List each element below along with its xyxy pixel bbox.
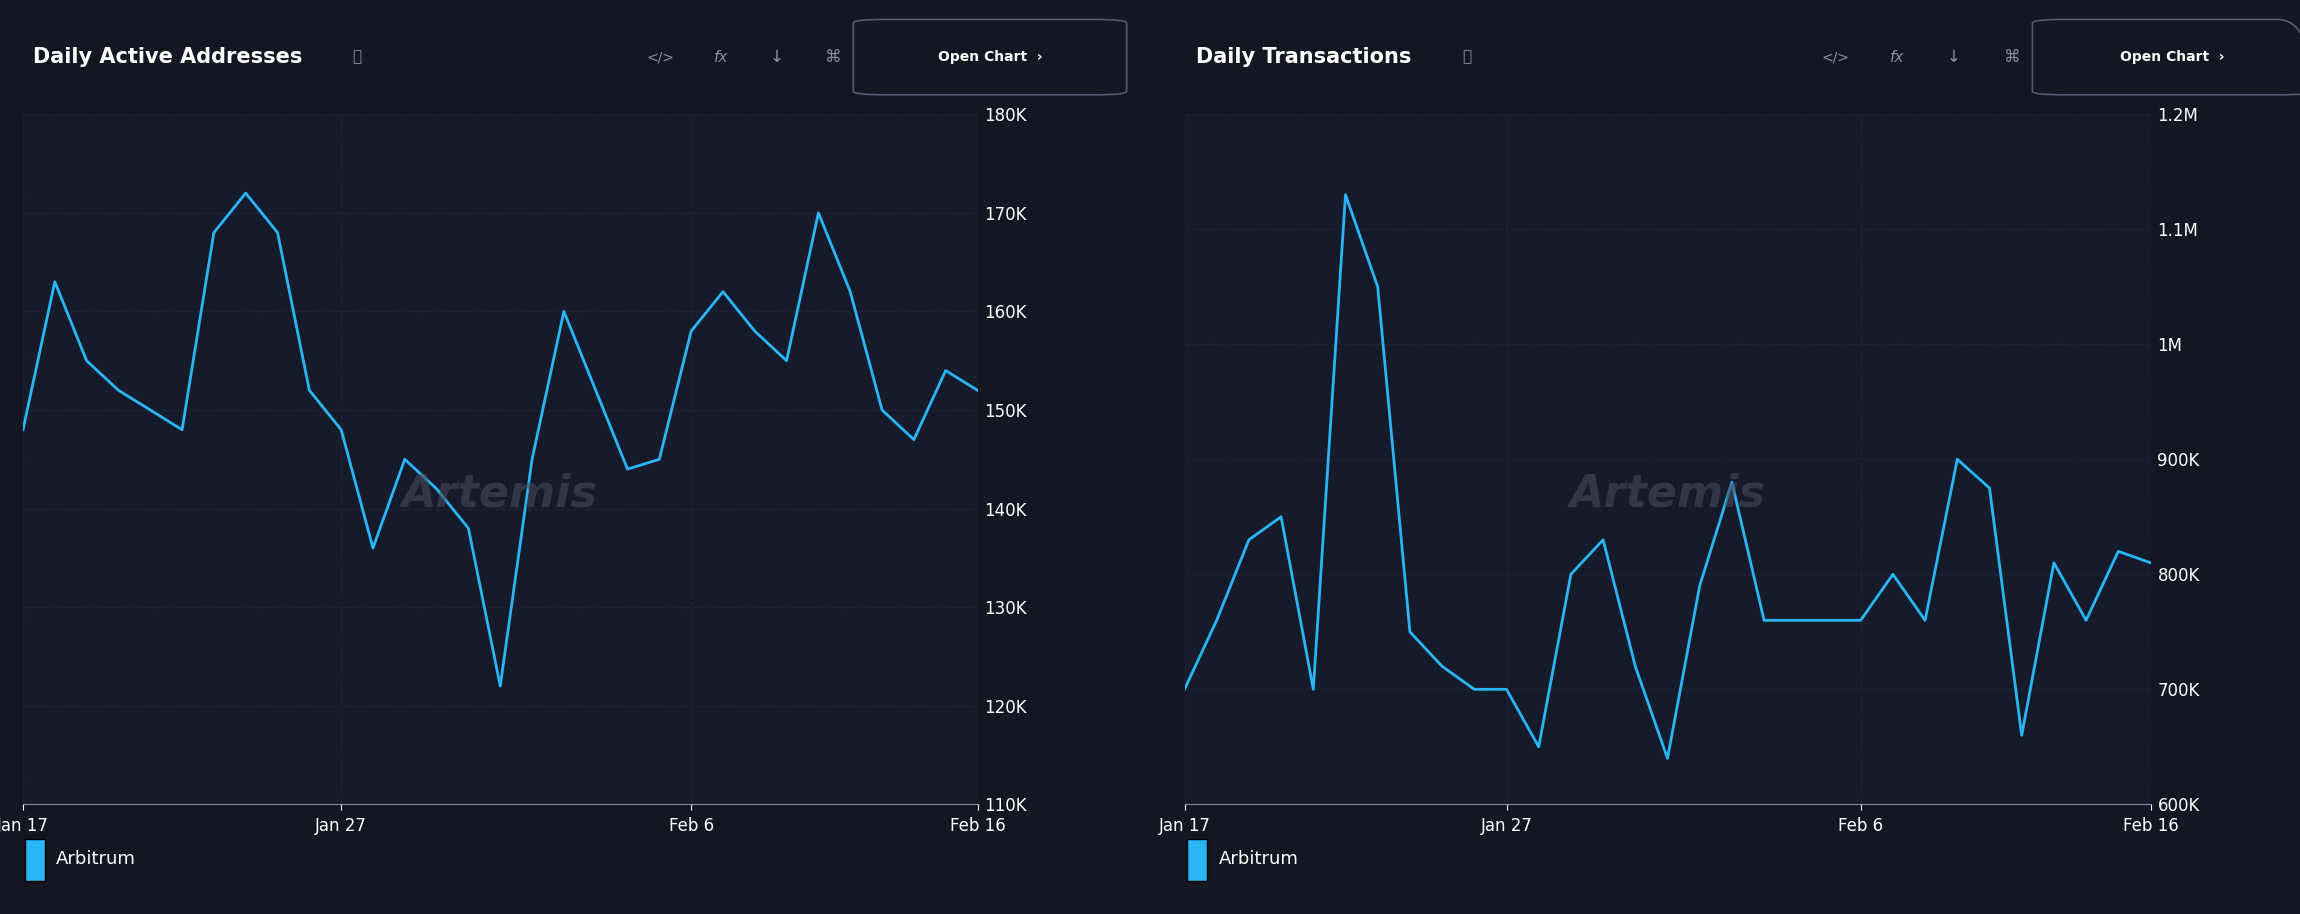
Text: ⌘: ⌘ — [826, 48, 842, 66]
Text: ↓: ↓ — [1948, 48, 1962, 66]
Text: Open Chart  ›: Open Chart › — [938, 50, 1042, 64]
Text: ⓘ: ⓘ — [1463, 49, 1472, 65]
Text: Daily Active Addresses: Daily Active Addresses — [34, 48, 304, 67]
Text: </>: </> — [1822, 50, 1849, 64]
Text: Daily Transactions: Daily Transactions — [1196, 48, 1410, 67]
Text: Artemis: Artemis — [1569, 473, 1766, 515]
Text: ⓘ: ⓘ — [352, 49, 361, 65]
Text: fx: fx — [1891, 49, 1904, 65]
Text: ↓: ↓ — [770, 48, 784, 66]
Text: fx: fx — [713, 49, 729, 65]
Text: Arbitrum: Arbitrum — [55, 850, 136, 868]
Text: Open Chart  ›: Open Chart › — [2121, 50, 2224, 64]
FancyBboxPatch shape — [1187, 839, 1208, 881]
Text: Artemis: Artemis — [402, 473, 598, 515]
Text: ⌘: ⌘ — [2003, 48, 2022, 66]
Text: Arbitrum: Arbitrum — [1219, 850, 1297, 868]
Text: </>: </> — [646, 50, 674, 64]
FancyBboxPatch shape — [25, 839, 44, 881]
